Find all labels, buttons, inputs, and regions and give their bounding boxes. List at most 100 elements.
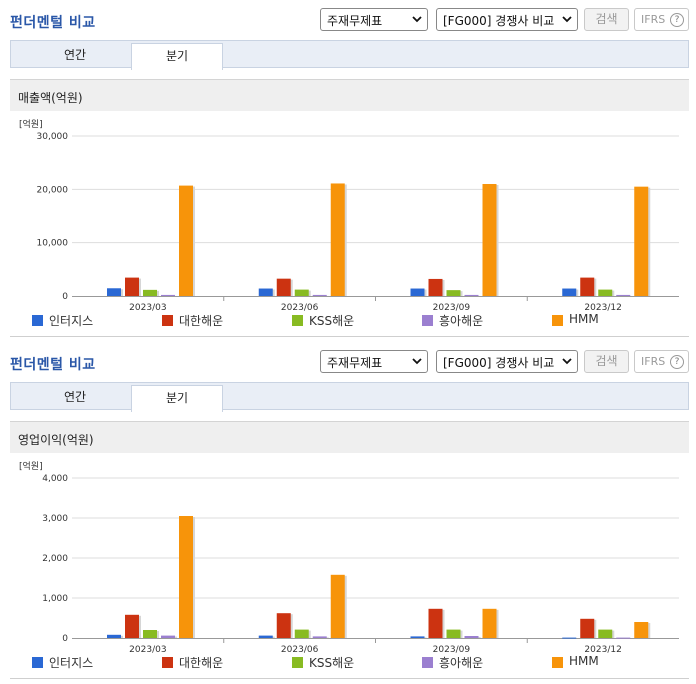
legend-swatch [162, 657, 173, 668]
bar[interactable] [107, 634, 121, 638]
x-tick-label: 2023/12 [584, 303, 621, 313]
bar[interactable] [616, 637, 631, 639]
y-tick-label: 2,000 [42, 554, 68, 564]
section-title: 매출액(억원) [18, 91, 83, 105]
bar[interactable] [598, 629, 613, 638]
search-button[interactable]: 검색 [584, 350, 629, 373]
bar[interactable] [598, 289, 613, 296]
legend-label: 인터지스 [49, 314, 94, 328]
page-title: 펀더멘털 비교 [10, 357, 96, 373]
bar[interactable] [161, 635, 175, 638]
y-tick-label: 4,000 [42, 474, 68, 484]
bar[interactable] [276, 278, 291, 296]
compare-select[interactable]: [FG000] 경쟁사 비교 [436, 8, 578, 31]
bar[interactable] [179, 516, 193, 638]
bar[interactable] [161, 294, 175, 296]
bar[interactable] [258, 288, 273, 296]
tab-annual[interactable]: 연간 [63, 390, 87, 404]
bar[interactable] [410, 636, 425, 638]
help-icon[interactable]: ? [670, 13, 684, 27]
x-tick-label: 2023/03 [129, 645, 166, 655]
legend-label: 흥아해운 [439, 656, 484, 670]
x-tick-label: 2023/06 [281, 645, 319, 655]
bar[interactable] [294, 629, 309, 638]
legend-label: 흥아해운 [439, 314, 484, 328]
bar[interactable] [125, 614, 139, 638]
compare-select[interactable]: [FG000] 경쟁사 비교 [436, 350, 578, 373]
y-tick-label: 0 [62, 634, 68, 644]
help-icon[interactable]: ? [670, 355, 684, 369]
bar[interactable] [312, 294, 327, 296]
bar[interactable] [562, 637, 577, 639]
y-tick-label: 0 [62, 292, 68, 302]
bar[interactable] [616, 294, 631, 296]
bar[interactable] [258, 635, 273, 638]
section-title: 영업이익(억원) [18, 433, 94, 447]
legend-swatch [32, 315, 43, 326]
chart-legend: 인터지스 대한해운 KSS해운 흥아해운 HMM [0, 654, 696, 672]
bar[interactable] [410, 288, 425, 296]
bar[interactable] [634, 622, 649, 638]
tab-annual[interactable]: 연간 [63, 48, 87, 62]
tab-quarter[interactable]: 분기 [131, 385, 223, 412]
bar[interactable] [330, 574, 345, 638]
fundamental-panel-operating-profit: 펀더멘털 비교 주재무제표 [FG000] 경쟁사 비교 검색 IFRS ? 연… [0, 342, 696, 684]
ifrs-label: IFRS [641, 355, 666, 368]
bar[interactable] [312, 636, 327, 638]
bar[interactable] [634, 186, 649, 296]
bar[interactable] [330, 183, 345, 296]
search-button[interactable]: 검색 [584, 8, 629, 31]
operating-profit-bar-chart: 0 1,000 2,000 3,000 4,000 2023/03 2023/06 2023/… [42, 474, 679, 655]
bar[interactable] [125, 277, 139, 296]
x-tick-label: 2023/03 [129, 303, 166, 313]
bar[interactable] [482, 184, 497, 296]
tab-quarter[interactable]: 분기 [131, 43, 223, 70]
bar[interactable] [294, 289, 309, 296]
chevron-down-icon [562, 358, 572, 365]
ifrs-button[interactable]: IFRS ? [634, 8, 689, 31]
bar[interactable] [464, 294, 479, 296]
y-tick-label: 20,000 [37, 185, 69, 195]
bar[interactable] [143, 289, 157, 296]
legend-swatch [422, 657, 433, 668]
bar[interactable] [179, 185, 193, 296]
chevron-down-icon [412, 358, 422, 365]
legend-swatch [32, 657, 43, 668]
legend-swatch [552, 657, 563, 668]
bar[interactable] [107, 288, 121, 296]
bar[interactable] [580, 618, 595, 638]
legend-label: 인터지스 [49, 656, 94, 670]
statement-select-value: 주재무제표 [327, 14, 383, 28]
legend-label: 대한해운 [179, 314, 224, 328]
y-tick-label: 1,000 [42, 594, 68, 604]
chevron-down-icon [562, 16, 572, 23]
x-tick-label: 2023/09 [433, 303, 471, 313]
y-tick-label: 10,000 [37, 239, 69, 249]
bar[interactable] [428, 278, 443, 296]
bar[interactable] [428, 608, 443, 638]
bar[interactable] [464, 636, 479, 638]
statement-select[interactable]: 주재무제표 [320, 350, 428, 373]
bar[interactable] [580, 277, 595, 296]
bar[interactable] [276, 613, 291, 638]
statement-select[interactable]: 주재무제표 [320, 8, 428, 31]
page-title: 펀더멘털 비교 [10, 15, 96, 31]
bar[interactable] [482, 608, 497, 638]
legend-label: 대한해운 [179, 656, 224, 670]
legend-label: HMM [569, 312, 599, 326]
divider [10, 336, 689, 337]
bar[interactable] [143, 630, 157, 638]
legend-swatch [422, 315, 433, 326]
bar[interactable] [446, 290, 461, 296]
chevron-down-icon [412, 16, 422, 23]
x-tick-label: 2023/12 [584, 645, 621, 655]
legend-swatch [552, 315, 563, 326]
revenue-bar-chart: 0 10,000 20,000 30,000 2023/03 2023/06 2023/09… [37, 132, 679, 313]
legend-swatch [292, 315, 303, 326]
section-header: 영업이익(억원) [10, 421, 689, 453]
ifrs-button[interactable]: IFRS ? [634, 350, 689, 373]
legend-label: HMM [569, 654, 599, 668]
bar[interactable] [562, 288, 577, 296]
bar[interactable] [446, 629, 461, 638]
legend-swatch [162, 315, 173, 326]
